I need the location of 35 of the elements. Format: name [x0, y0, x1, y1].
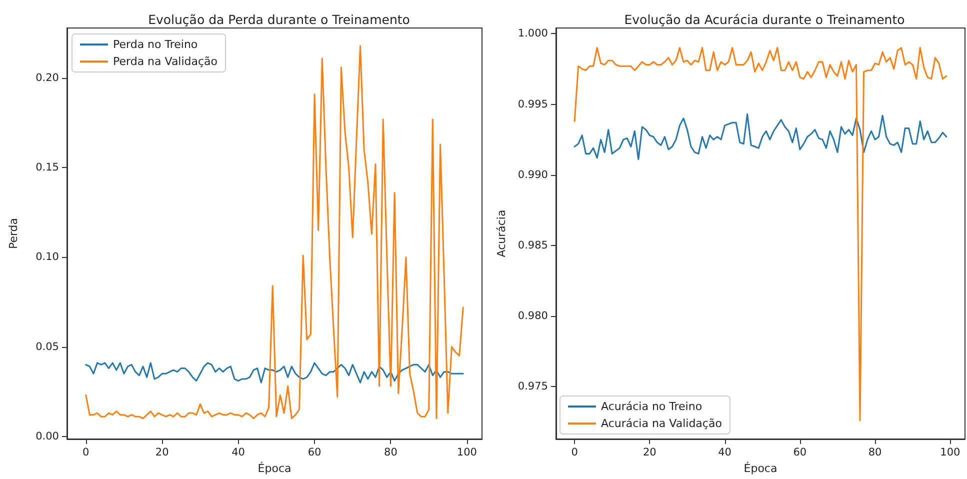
- chart-title: Evolução da Perda durante o Treinamento: [148, 12, 410, 27]
- y-tick-label: 0.00: [36, 430, 59, 442]
- y-axis-title: Perda: [7, 218, 20, 250]
- y-tick-label: 0.15: [36, 162, 59, 174]
- y-tick-label: 0.995: [518, 98, 548, 110]
- y-tick-label: 0.10: [36, 251, 59, 264]
- x-tick-label: 80: [384, 446, 398, 458]
- line-series: [85, 362, 464, 384]
- y-tick-label: 0.980: [518, 310, 548, 322]
- y-tick-label: 0.20: [36, 72, 59, 84]
- y-tick-label: 0.05: [36, 340, 59, 353]
- x-tick-label: 60: [308, 446, 322, 458]
- legend-label: Acurácia no Treino: [601, 400, 702, 413]
- x-tick-label: 0: [571, 446, 578, 458]
- legend-label: Acurácia na Validação: [601, 417, 722, 430]
- x-tick-label: 100: [940, 446, 960, 458]
- x-tick-label: 80: [868, 446, 882, 458]
- legend-label: Perda na Validação: [113, 55, 218, 68]
- x-tick-label: 100: [456, 446, 477, 458]
- x-axis-title: Época: [744, 461, 778, 475]
- x-axis-title: Época: [258, 461, 292, 475]
- x-tick-label: 60: [793, 446, 807, 458]
- legend-label: Perda no Treino: [113, 38, 198, 51]
- x-tick-label: 0: [82, 446, 90, 458]
- y-axis-title: Acurácia: [495, 210, 508, 258]
- x-tick-label: 20: [642, 446, 656, 458]
- y-tick-label: 0.975: [518, 380, 548, 393]
- line-series: [574, 113, 948, 160]
- x-tick-label: 40: [718, 446, 732, 458]
- y-tick-label: 0.990: [518, 168, 548, 181]
- x-tick-label: 40: [232, 446, 245, 458]
- x-tick-label: 20: [155, 446, 169, 458]
- y-tick-label: 1.000: [518, 28, 548, 40]
- chart-title: Evolução da Acurácia durante o Treinamento: [624, 12, 905, 27]
- y-tick-label: 0.985: [518, 240, 548, 252]
